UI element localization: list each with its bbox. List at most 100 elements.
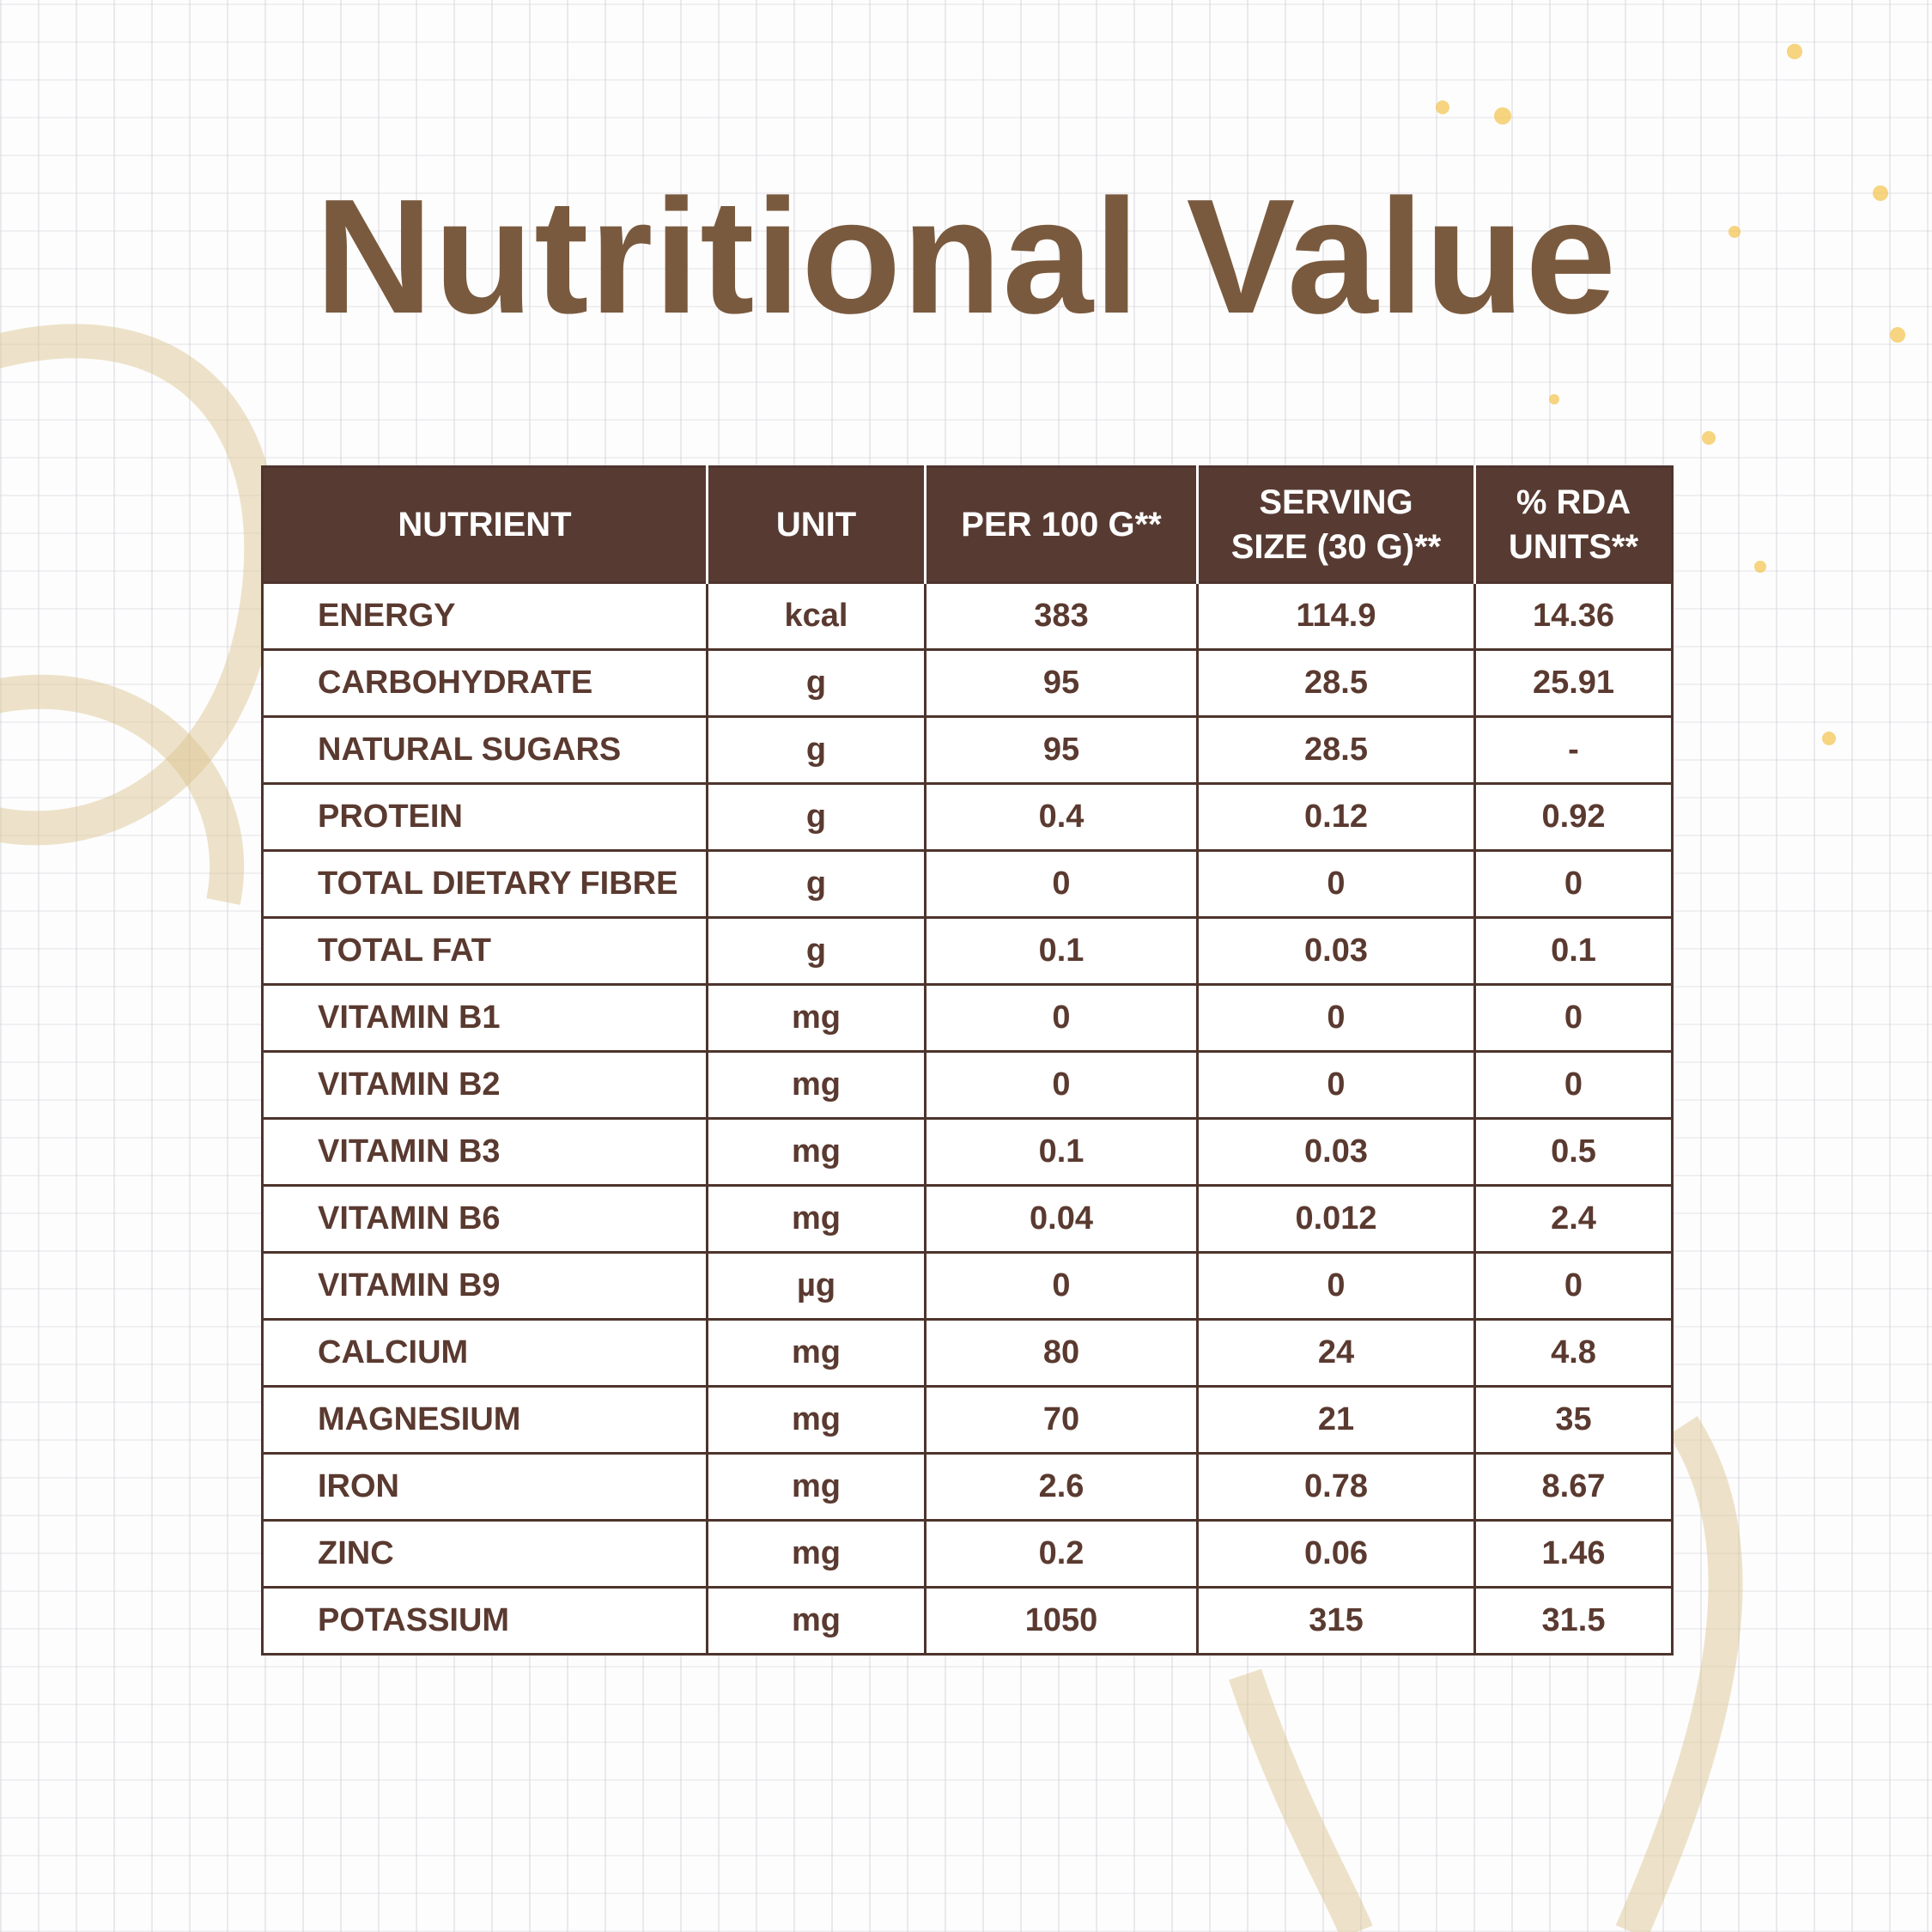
table-cell: mg [706, 1452, 927, 1522]
sparkle [1728, 226, 1741, 238]
table-cell: g [706, 648, 927, 718]
table-row: VITAMIN B3 mg 0.1 0.03 0.5 [261, 1117, 1674, 1187]
table-cell: mg [706, 1050, 927, 1120]
table-cell: 0.06 [1196, 1519, 1476, 1589]
table-row: IRON mg 2.6 0.78 8.67 [261, 1452, 1674, 1522]
table-cell: 0 [1196, 849, 1476, 919]
header-cell: SERVING SIZE (30 G)** [1196, 466, 1475, 583]
header-row: NUTRIENT UNIT PER 100 G** SERVING SIZE (30 … [262, 466, 1673, 583]
table-cell: 0.03 [1196, 916, 1476, 986]
table-cell: - [1473, 715, 1674, 785]
table-cell: 2.6 [924, 1452, 1199, 1522]
table-cell: 8.67 [1473, 1452, 1674, 1522]
table-cell: 0.1 [924, 916, 1199, 986]
sparkle [1549, 394, 1559, 404]
table-cell: 0 [924, 849, 1199, 919]
table-cell: 315 [1196, 1586, 1476, 1656]
table-row: VITAMIN B6 mg 0.04 0.012 2.4 [261, 1184, 1674, 1254]
table-cell: 0.012 [1196, 1184, 1476, 1254]
sparkle [1436, 100, 1449, 114]
nutrient-name: CARBOHYDRATE [261, 648, 708, 718]
nutrient-name: CALCIUM [261, 1318, 708, 1388]
table-cell: 1.46 [1473, 1519, 1674, 1589]
dna-strand [1229, 1668, 1373, 1932]
table-cell: 31.5 [1473, 1586, 1674, 1656]
table-row: PROTEIN g 0.4 0.12 0.92 [261, 782, 1674, 852]
table-cell: mg [706, 1385, 927, 1455]
sparkle [1754, 561, 1766, 573]
table-cell: kcal [706, 581, 927, 651]
sparkle [1494, 107, 1511, 125]
table-row: POTASSIUM mg 1050 315 31.5 [261, 1586, 1674, 1656]
sparkle [1873, 185, 1888, 201]
table-cell: 95 [924, 715, 1199, 785]
table-cell: 21 [1196, 1385, 1476, 1455]
table-cell: 0 [1196, 1050, 1476, 1120]
table-cell: 0.5 [1473, 1117, 1674, 1187]
table-cell: 0.12 [1196, 782, 1476, 852]
table-cell: 28.5 [1196, 648, 1476, 718]
table-cell: 70 [924, 1385, 1199, 1455]
table-cell: 28.5 [1196, 715, 1476, 785]
nutrition-table: NUTRIENT UNIT PER 100 G** SERVING SIZE (30 … [261, 465, 1674, 1656]
sparkle [1787, 44, 1802, 59]
table-cell: 0.4 [924, 782, 1199, 852]
table-cell: 0.04 [924, 1184, 1199, 1254]
nutrient-name: POTASSIUM [261, 1586, 708, 1656]
table-cell: 0 [924, 983, 1199, 1053]
nutrient-name: ZINC [261, 1519, 708, 1589]
table-cell: 0 [1473, 1251, 1674, 1321]
table-cell: 0 [924, 1251, 1199, 1321]
table-cell: mg [706, 1184, 927, 1254]
header-cell: % RDA UNITS** [1473, 466, 1673, 583]
table-cell: 80 [924, 1318, 1199, 1388]
sparkle [1890, 327, 1905, 343]
header-cell: UNIT [706, 466, 926, 583]
nutrient-name: IRON [261, 1452, 708, 1522]
table-cell: 114.9 [1196, 581, 1476, 651]
table-cell: 0.78 [1196, 1452, 1476, 1522]
table-cell: mg [706, 1117, 927, 1187]
table-row: ZINC mg 0.2 0.06 1.46 [261, 1519, 1674, 1589]
nutrient-name: NATURAL SUGARS [261, 715, 708, 785]
table-row: VITAMIN B9 µg 0 0 0 [261, 1251, 1674, 1321]
table-cell: g [706, 849, 927, 919]
table-cell: 2.4 [1473, 1184, 1674, 1254]
table-cell: 0 [1196, 983, 1476, 1053]
table-cell: 0.1 [1473, 916, 1674, 986]
nutrient-name: TOTAL DIETARY FIBRE [261, 849, 708, 919]
table-row: ENERGY kcal 383 114.9 14.36 [261, 581, 1674, 651]
table-cell: mg [706, 1586, 927, 1656]
table-row: TOTAL FAT g 0.1 0.03 0.1 [261, 916, 1674, 986]
nutrient-name: TOTAL FAT [261, 916, 708, 986]
sparkle [1822, 732, 1836, 745]
table-row: NATURAL SUGARS g 95 28.5- [261, 715, 1674, 785]
table-cell: 383 [924, 581, 1199, 651]
table-cell: 4.8 [1473, 1318, 1674, 1388]
sparkle [1702, 431, 1716, 445]
header-cell: NUTRIENT [262, 466, 708, 583]
header-cell: PER 100 G** [924, 466, 1198, 583]
table-cell: 95 [924, 648, 1199, 718]
title: Nutritional Value [314, 166, 1618, 348]
table-cell: µg [706, 1251, 927, 1321]
table-cell: 0.03 [1196, 1117, 1476, 1187]
table-cell: 0 [1196, 1251, 1476, 1321]
table-cell: 0.92 [1473, 782, 1674, 852]
table-cell: 0 [1473, 849, 1674, 919]
table-body: ENERGY kcal 383 114.9 14.36 CARBOHYDRATE g 95 28… [261, 581, 1674, 1656]
table-cell: 0.2 [924, 1519, 1199, 1589]
table-cell: g [706, 916, 927, 986]
nutrient-name: VITAMIN B2 [261, 1050, 708, 1120]
table-row: VITAMIN B2 mg 0 0 0 [261, 1050, 1674, 1120]
table-cell: 14.36 [1473, 581, 1674, 651]
table-cell: 25.91 [1473, 648, 1674, 718]
table-row: CALCIUM mg 80 24 4.8 [261, 1318, 1674, 1388]
table-cell: g [706, 715, 927, 785]
table-row: VITAMIN B1 mg 0 0 0 [261, 983, 1674, 1053]
table-cell: 0 [1473, 983, 1674, 1053]
table-cell: mg [706, 1519, 927, 1589]
nutrient-name: ENERGY [261, 581, 708, 651]
